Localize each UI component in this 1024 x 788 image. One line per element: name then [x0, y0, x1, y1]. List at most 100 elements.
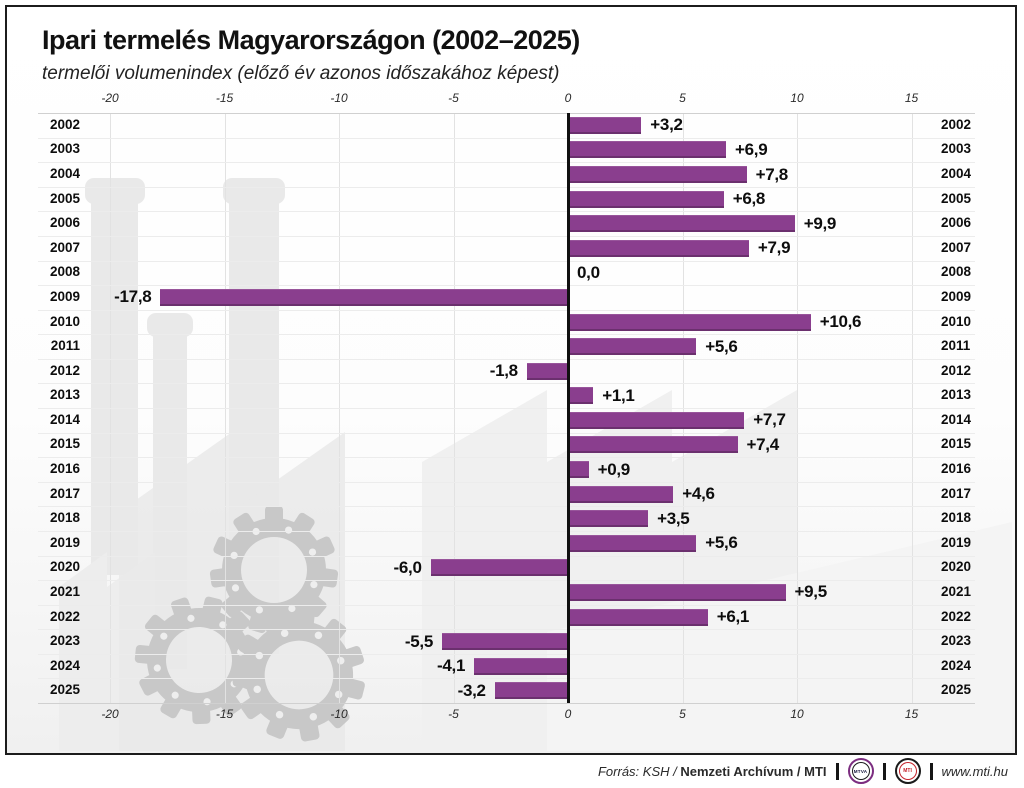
year-label-right: 2004	[941, 166, 972, 181]
horizontal-gridline	[38, 703, 975, 704]
x-axis-tick-bottom: 10	[790, 707, 804, 721]
year-label-left: 2018	[49, 510, 80, 526]
zero-axis-line	[566, 113, 570, 703]
data-bar	[568, 411, 745, 429]
year-label-left: 2017	[49, 485, 80, 501]
chart-subtitle: termelői volumenindex (előző év azonos i…	[42, 63, 560, 84]
x-axis-tick-top: 0	[564, 91, 572, 105]
bar-value-label: +7,4	[746, 434, 780, 454]
horizontal-gridline	[38, 137, 975, 139]
year-label-left: 2016	[49, 461, 80, 476]
data-bar	[160, 288, 568, 306]
horizontal-gridline	[38, 235, 975, 237]
year-label-left: 2019	[49, 534, 80, 550]
data-bar	[442, 633, 568, 650]
mtva-logo-text: MTVA	[853, 768, 868, 774]
year-label-left: 2006	[49, 215, 80, 231]
data-bar	[568, 116, 642, 134]
year-label-right: 2020	[941, 559, 972, 575]
horizontal-gridline	[38, 481, 975, 483]
bar-value-label: -17,8	[114, 287, 152, 307]
data-bar	[568, 608, 708, 626]
year-label-right: 2010	[941, 313, 972, 329]
bar-value-label: +7,9	[757, 238, 791, 258]
bar-value-label: -1,8	[489, 361, 518, 381]
mtva-logo-icon: MTVA	[847, 758, 874, 784]
data-bar	[526, 362, 568, 380]
data-bar	[568, 461, 589, 478]
data-bar	[568, 215, 795, 233]
horizontal-gridline	[38, 285, 975, 287]
year-label-right: 2003	[941, 141, 972, 157]
horizontal-gridline	[38, 555, 975, 557]
year-label-right: 2014	[941, 411, 972, 427]
data-bar	[568, 239, 749, 257]
horizontal-gridline	[38, 334, 975, 336]
x-axis-tick-top: -15	[215, 91, 234, 105]
horizontal-gridline	[38, 653, 975, 655]
data-bar	[568, 485, 674, 503]
horizontal-gridline	[38, 432, 975, 434]
data-bar	[430, 559, 568, 577]
year-label-left: 2011	[50, 338, 80, 353]
year-label-left: 2007	[49, 239, 80, 255]
footer-divider	[882, 762, 886, 780]
year-label-left: 2022	[49, 608, 80, 624]
x-axis-tick-top: -10	[330, 91, 348, 105]
year-label-left: 2021	[49, 583, 80, 599]
bar-value-label: +3,5	[657, 508, 690, 528]
horizontal-gridline	[38, 457, 975, 459]
bar-value-label: +10,6	[819, 312, 862, 331]
year-label-right: 2007	[941, 239, 972, 255]
mti-logo-icon: MTI	[894, 758, 921, 784]
year-label-right: 2002	[941, 116, 972, 132]
year-label-right: 2016	[941, 461, 972, 476]
year-label-left: 2003	[49, 141, 80, 157]
data-bar	[568, 338, 697, 355]
year-label-right: 2024	[941, 657, 972, 673]
horizontal-gridline	[38, 580, 975, 582]
x-axis-tick-bottom: 5	[679, 707, 686, 721]
bar-value-label: +7,7	[753, 410, 786, 430]
horizontal-gridline	[38, 186, 975, 188]
x-axis-tick-bottom: -20	[101, 707, 119, 721]
data-bar	[568, 583, 786, 601]
year-label-left: 2002	[49, 116, 80, 132]
year-label-left: 2015	[49, 436, 80, 452]
source-suffix: / MTI	[796, 763, 827, 779]
bar-value-label: +0,9	[597, 459, 631, 479]
data-bar	[568, 534, 697, 552]
year-label-left: 2012	[49, 362, 80, 378]
year-label-right: 2017	[941, 485, 972, 501]
bar-value-label: +6,9	[735, 139, 768, 159]
horizontal-gridline	[38, 408, 975, 409]
year-label-right: 2015	[941, 436, 972, 452]
data-bar	[474, 657, 568, 675]
year-label-right: 2012	[941, 362, 972, 378]
bar-value-label: +5,6	[705, 533, 738, 553]
year-label-left: 2010	[49, 313, 80, 329]
horizontal-gridline	[38, 506, 975, 508]
x-axis-tick-top: -20	[101, 91, 119, 105]
horizontal-gridline	[38, 260, 975, 262]
year-label-right: 2005	[941, 190, 972, 206]
x-axis-tick-bottom: -10	[330, 707, 348, 721]
horizontal-gridline	[38, 604, 975, 606]
x-axis-tick-top: 10	[790, 91, 804, 105]
bar-value-label: +4,6	[682, 484, 715, 503]
footer-bar: Forrás: KSH / Nemzeti Archívum / MTI MTV…	[598, 757, 1008, 785]
year-label-right: 2023	[941, 633, 972, 648]
footer-divider	[929, 762, 933, 780]
horizontal-gridline	[38, 678, 975, 680]
horizontal-gridline	[38, 358, 975, 360]
horizontal-gridline	[38, 211, 975, 213]
horizontal-gridline	[38, 383, 975, 385]
footer-divider	[835, 762, 839, 780]
horizontal-gridline	[38, 162, 975, 164]
mti-logo-text: MTI	[903, 768, 912, 774]
bar-value-label: +5,6	[705, 336, 738, 356]
year-label-right: 2011	[941, 338, 971, 353]
bar-value-label: -5,5	[404, 631, 433, 651]
year-label-right: 2022	[941, 608, 972, 624]
year-label-right: 2025	[941, 682, 972, 698]
